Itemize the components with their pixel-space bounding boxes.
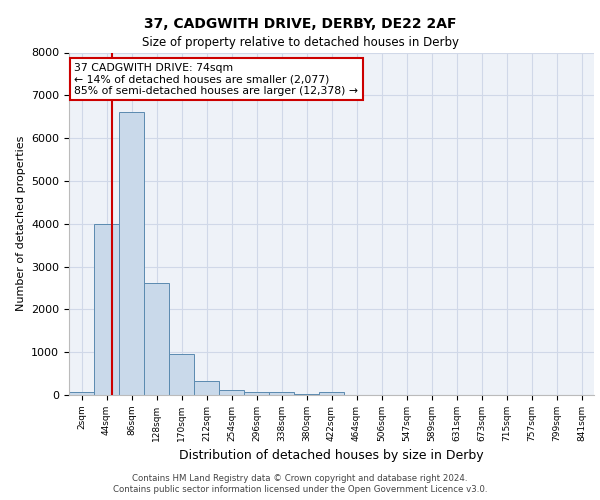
Bar — [144, 283, 169, 395]
Bar — [94, 224, 119, 395]
Bar — [219, 390, 244, 395]
Text: Size of property relative to detached houses in Derby: Size of property relative to detached ho… — [142, 36, 458, 49]
X-axis label: Distribution of detached houses by size in Derby: Distribution of detached houses by size … — [179, 450, 484, 462]
Bar — [269, 392, 294, 395]
Bar — [119, 112, 144, 395]
Bar — [169, 354, 194, 395]
Bar — [244, 392, 269, 395]
Text: 37, CADGWITH DRIVE, DERBY, DE22 2AF: 37, CADGWITH DRIVE, DERBY, DE22 2AF — [144, 18, 456, 32]
Text: Contains HM Land Registry data © Crown copyright and database right 2024.
Contai: Contains HM Land Registry data © Crown c… — [113, 474, 487, 494]
Bar — [319, 392, 344, 395]
Bar — [69, 392, 94, 395]
Text: 37 CADGWITH DRIVE: 74sqm
← 14% of detached houses are smaller (2,077)
85% of sem: 37 CADGWITH DRIVE: 74sqm ← 14% of detach… — [74, 63, 358, 96]
Bar — [194, 382, 219, 395]
Bar — [294, 394, 319, 395]
Y-axis label: Number of detached properties: Number of detached properties — [16, 136, 26, 312]
